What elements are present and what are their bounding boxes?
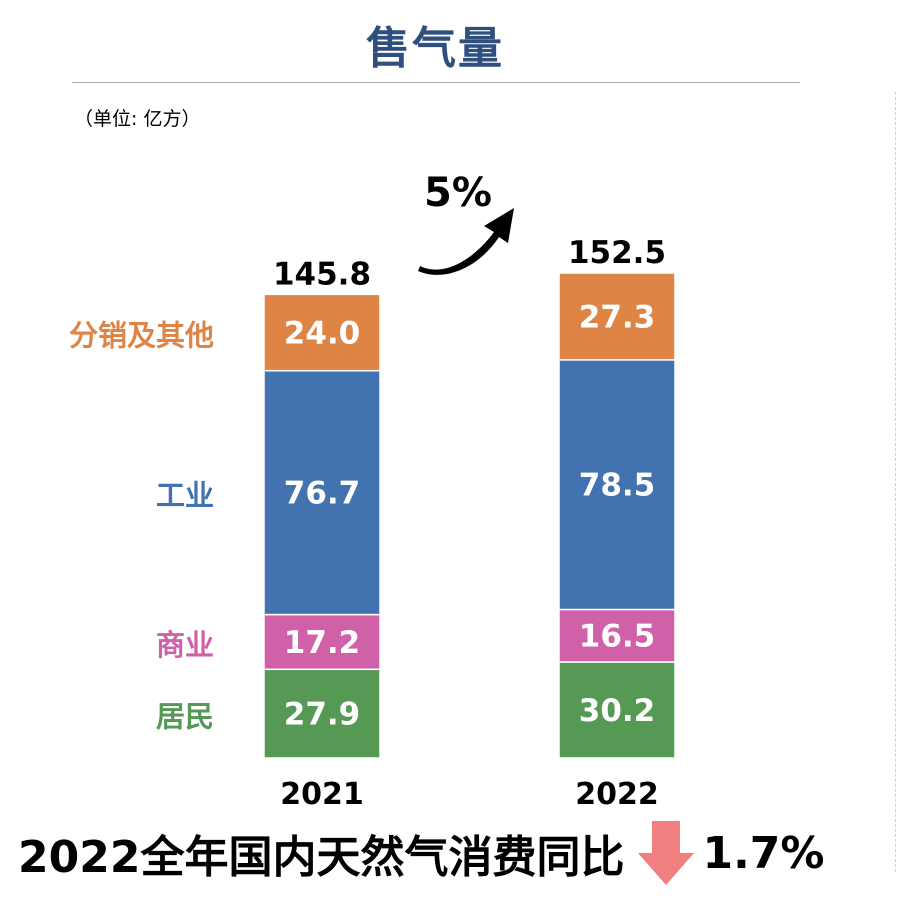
footer-change-value: 1.7%	[702, 827, 825, 879]
legend-label: 分销及其他	[69, 319, 214, 353]
bar-segment	[558, 661, 676, 759]
bar-segment	[263, 369, 381, 616]
growth-label: 5%	[424, 170, 492, 216]
curved-up-arrow-icon	[418, 208, 514, 275]
data-label: 16.5	[579, 619, 656, 655]
bars-layer: 27.9 17.2 76.7 24.0 145.8 2021 30.2 16.5 78.5 27.…	[263, 235, 676, 812]
bar-segment	[558, 608, 676, 663]
legend-label: 居民	[156, 700, 214, 734]
down-arrow-icon	[638, 821, 695, 885]
total-label: 145.8	[273, 256, 371, 292]
data-label: 27.3	[579, 299, 656, 335]
right-divider	[895, 92, 896, 872]
title-divider	[72, 82, 800, 83]
data-label: 78.5	[579, 468, 656, 504]
growth-indicator: 5%	[418, 170, 514, 275]
data-label: 24.0	[284, 316, 361, 352]
legend-layer: 居民 商业 工业 分销及其他	[69, 319, 214, 734]
bar-segment	[558, 272, 676, 361]
total-label: 152.5	[568, 235, 666, 271]
data-label: 27.9	[284, 697, 361, 733]
stacked-bar-chart: 27.9 17.2 76.7 24.0 145.8 2021 30.2 16.5 78.5 27.…	[69, 170, 676, 812]
category-label: 2021	[280, 777, 364, 812]
data-label: 76.7	[284, 476, 361, 512]
legend-label: 工业	[156, 479, 214, 513]
data-label: 30.2	[579, 693, 656, 729]
page-title: 售气量	[366, 23, 504, 74]
data-label: 17.2	[284, 625, 361, 661]
legend-label: 商业	[156, 628, 214, 662]
bar-segment	[263, 293, 381, 372]
category-label: 2022	[575, 777, 659, 812]
footer-text: 2022全年国内天然气消费同比	[18, 832, 625, 883]
bar-segment	[558, 359, 676, 611]
footer-summary: 2022全年国内天然气消费同比 1.7%	[18, 818, 825, 888]
bar-segment	[263, 668, 381, 759]
unit-label: （单位: 亿方）	[74, 108, 201, 130]
